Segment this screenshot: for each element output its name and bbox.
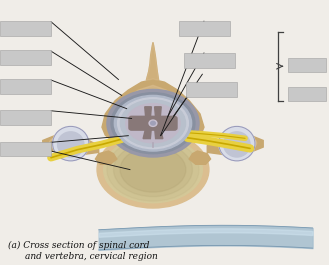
Ellipse shape: [107, 90, 199, 157]
Ellipse shape: [224, 136, 257, 150]
Ellipse shape: [126, 104, 180, 143]
Ellipse shape: [49, 136, 82, 150]
FancyBboxPatch shape: [179, 21, 230, 36]
FancyBboxPatch shape: [288, 58, 326, 72]
FancyBboxPatch shape: [0, 110, 51, 125]
Text: (a) Cross section of spinal cord: (a) Cross section of spinal cord: [8, 241, 150, 250]
Polygon shape: [146, 42, 159, 80]
FancyBboxPatch shape: [186, 82, 237, 97]
Ellipse shape: [114, 143, 192, 197]
Polygon shape: [146, 42, 159, 80]
Circle shape: [149, 120, 157, 126]
FancyBboxPatch shape: [0, 142, 51, 156]
FancyBboxPatch shape: [0, 21, 51, 36]
FancyBboxPatch shape: [0, 50, 51, 65]
Ellipse shape: [53, 126, 89, 161]
Polygon shape: [155, 107, 161, 118]
Ellipse shape: [58, 132, 84, 157]
Ellipse shape: [120, 147, 186, 192]
Polygon shape: [95, 151, 117, 164]
Ellipse shape: [114, 95, 192, 151]
Ellipse shape: [118, 98, 188, 149]
Ellipse shape: [120, 100, 186, 147]
Polygon shape: [189, 151, 211, 164]
Polygon shape: [43, 135, 99, 155]
Ellipse shape: [97, 131, 209, 208]
Circle shape: [151, 121, 155, 125]
Polygon shape: [143, 128, 151, 139]
FancyBboxPatch shape: [129, 116, 177, 130]
FancyBboxPatch shape: [184, 53, 235, 68]
Ellipse shape: [107, 138, 199, 201]
Ellipse shape: [111, 93, 195, 154]
Polygon shape: [155, 128, 163, 139]
Ellipse shape: [219, 126, 255, 161]
Polygon shape: [207, 135, 263, 155]
FancyBboxPatch shape: [288, 87, 326, 101]
Polygon shape: [145, 107, 151, 118]
Text: and vertebra, cervical region: and vertebra, cervical region: [25, 252, 157, 261]
FancyBboxPatch shape: [0, 80, 51, 94]
Polygon shape: [110, 85, 192, 135]
Ellipse shape: [224, 132, 250, 157]
Ellipse shape: [104, 136, 202, 203]
Polygon shape: [102, 80, 204, 143]
